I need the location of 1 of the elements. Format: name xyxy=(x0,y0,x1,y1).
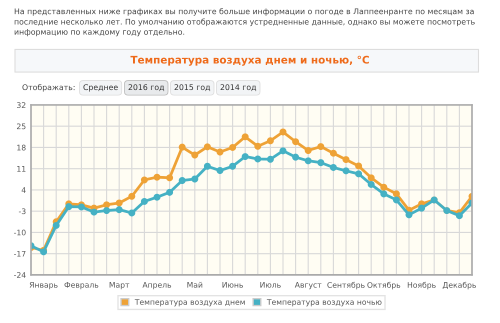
chart-title: Температура воздуха днем и ночью, °C xyxy=(130,56,369,66)
